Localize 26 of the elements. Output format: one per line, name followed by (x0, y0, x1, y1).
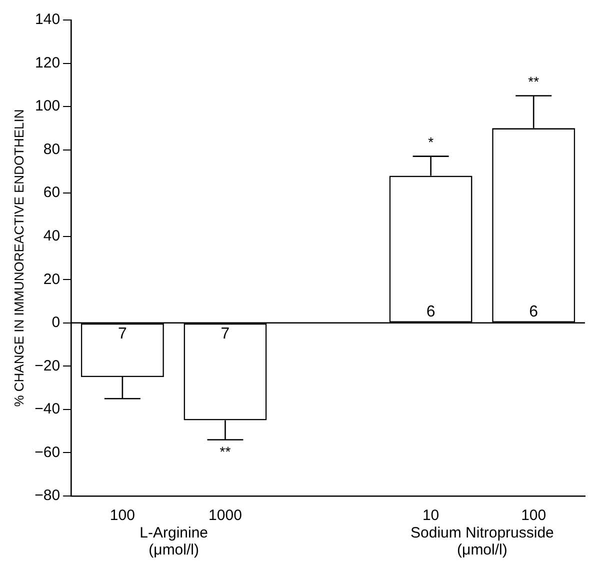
y-tick-label: 100 (35, 98, 60, 115)
data-label: * (428, 134, 434, 150)
y-tick-label: −60 (34, 444, 60, 461)
y-tick-label: −40 (34, 400, 60, 418)
y-tick-label: 60 (43, 184, 60, 202)
text: Sodium Nitroprusside (μmol/l) (410, 524, 554, 559)
data-label: ** (220, 444, 232, 460)
annotation: 7 (220, 325, 230, 342)
annotation: 6 (426, 303, 436, 320)
y-tick-label: 140 (35, 11, 60, 28)
y-tick-label: 120 (35, 54, 60, 72)
y-tick-label: 80 (43, 140, 60, 158)
x-tick-label: 100 (521, 507, 546, 524)
y-tick-label: 0 (52, 314, 60, 332)
y-tick-label: −20 (34, 357, 60, 374)
annotation: 6 (529, 303, 538, 320)
y-tick-label: −80 (34, 487, 60, 504)
y-tick-label: 40 (43, 228, 60, 245)
data-label: ** (528, 74, 540, 90)
x-tick-label: 1000 (208, 507, 242, 524)
text: L-Arginine (μmol/l) (140, 524, 208, 559)
y-tick-label: 20 (43, 270, 60, 288)
x-tick-label: 100 (110, 507, 135, 524)
y-axis-title: % CHANGE IN IMMUNOREACTIVE ENDOTHELIN (11, 109, 26, 407)
annotation: 7 (118, 325, 127, 342)
x-tick-label: 10 (422, 507, 440, 524)
